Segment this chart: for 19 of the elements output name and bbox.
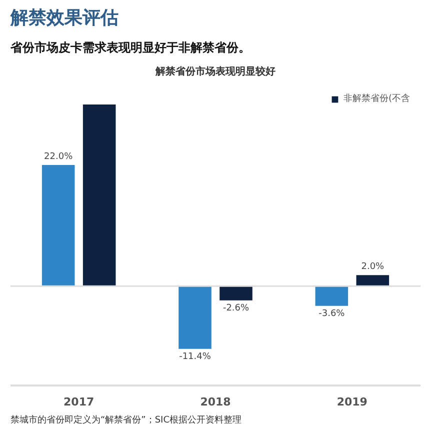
x-tick-label: 2019 xyxy=(336,396,368,408)
data-label: -2.6% xyxy=(222,303,250,314)
bar xyxy=(178,286,212,349)
chart-subtitle: 省份市场皮卡需求表现明显好于非解禁省份。 xyxy=(10,40,250,54)
text: 禁城市的省份即定义为“解禁省份”；SIC根据公开资料整理 xyxy=(10,414,242,426)
legend-label: 非解禁省份(不含 xyxy=(343,92,410,105)
bar xyxy=(82,104,116,286)
bar xyxy=(315,286,348,306)
x-axis-title: 解禁省份市场表现明显较好 xyxy=(154,66,276,78)
data-label: -11.4% xyxy=(179,352,212,362)
data-label: -3.6% xyxy=(318,308,346,319)
chart-title: 解禁效果评估 xyxy=(10,8,118,28)
bar xyxy=(356,275,390,286)
data-label: 2.0% xyxy=(361,262,385,272)
bar xyxy=(42,165,75,286)
x-tick-label: 2018 xyxy=(200,396,231,408)
x-tick-label: 2017 xyxy=(64,396,94,408)
data-label: 22.0% xyxy=(44,152,74,162)
bar xyxy=(220,286,252,300)
